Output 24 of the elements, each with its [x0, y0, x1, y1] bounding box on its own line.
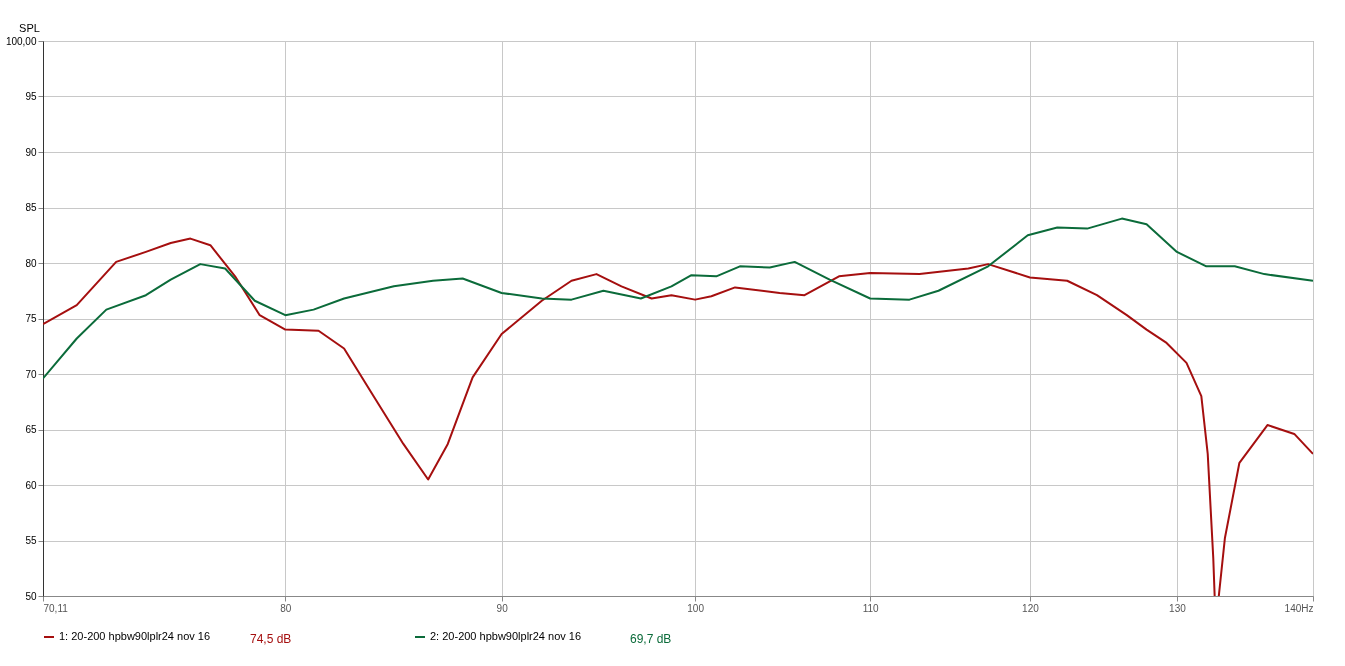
x-tick-label: 100 — [687, 602, 705, 614]
y-tick-label: 65 — [25, 424, 37, 435]
y-tick-label: 100,00 — [5, 35, 37, 47]
y-tick-label: 90 — [25, 146, 37, 158]
x-tick-label: 70,11 — [43, 602, 69, 614]
y-tick-label: 55 — [25, 535, 37, 546]
x-tick-label: 110 — [862, 602, 880, 614]
y-axis-title: SPL — [19, 21, 40, 34]
y-tick-label: 95 — [25, 91, 37, 102]
y-tick-label: 70 — [25, 368, 37, 380]
y-tick-label: 60 — [25, 479, 37, 491]
legend-label: 1: 20-200 hpbw90lplr24 nov 16 — [59, 630, 211, 642]
x-tick-label: 140Hz — [1284, 602, 1314, 614]
x-tick-label: 130 — [1169, 602, 1187, 614]
text: 69,7 dB — [630, 632, 672, 646]
y-tick-label: 50 — [25, 590, 37, 602]
legend-label: 2: 20-200 hpbw90lplr24 nov 16 — [430, 630, 582, 642]
y-tick-label: 80 — [25, 257, 37, 269]
y-tick-label: 75 — [25, 313, 37, 324]
x-tick-label: 120 — [1022, 602, 1040, 614]
x-tick-label: 80 — [280, 602, 292, 614]
text: 74,5 dB — [250, 632, 292, 646]
y-tick-label: 85 — [25, 202, 37, 213]
x-tick-label: 90 — [496, 602, 509, 614]
